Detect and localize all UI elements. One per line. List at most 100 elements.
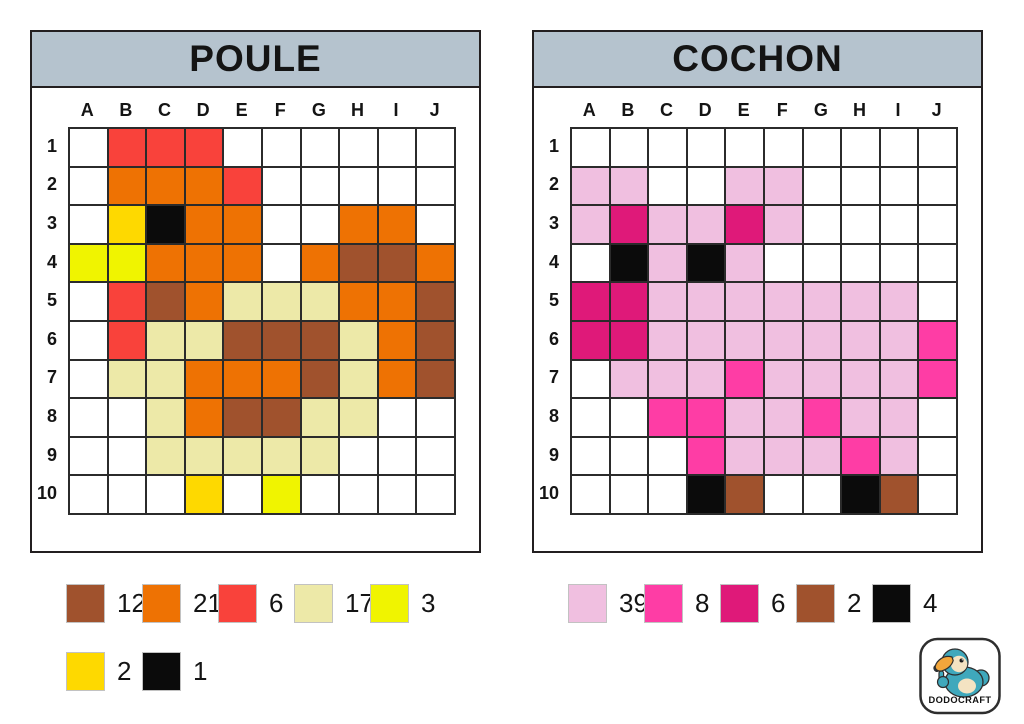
cell-D2	[686, 166, 726, 206]
legend-item-bright_pink: 8	[644, 584, 720, 623]
cell-E6	[223, 320, 262, 360]
cell-B9	[609, 436, 649, 476]
row-label-6: 6	[46, 328, 57, 349]
cell-C6	[146, 320, 185, 360]
col-label-G: G	[311, 100, 326, 120]
cell-G5	[300, 282, 340, 321]
cell-H4	[339, 243, 378, 283]
cell-D9	[686, 436, 726, 476]
cell-G3	[300, 205, 340, 244]
cell-D1	[686, 128, 726, 167]
legend-swatch-gold	[66, 652, 105, 691]
legend-item-black: 4	[872, 584, 948, 623]
cell-C7	[648, 359, 687, 399]
cell-D10	[184, 475, 224, 514]
col-label-F: F	[274, 100, 286, 120]
cell-E2	[223, 166, 262, 206]
row-label-9: 9	[46, 444, 57, 465]
dodocraft-logo: DODOCRAFT	[918, 637, 1002, 717]
cell-I2	[377, 166, 417, 206]
col-label-E: E	[235, 100, 248, 120]
legend-swatch-neon_yellow	[370, 584, 409, 623]
legend-count: 17	[345, 588, 374, 618]
cell-C7	[146, 359, 185, 399]
cell-D7	[686, 359, 726, 399]
cell-D5	[686, 282, 726, 321]
cell-F1	[261, 128, 301, 167]
cell-H5	[841, 282, 880, 321]
cell-G4	[300, 243, 340, 283]
cell-G6	[802, 320, 842, 360]
poule-grid-area: A B C D E F G H I J 1 2 3 4 5 6 7 8 9 10	[32, 88, 479, 549]
cell-G7	[300, 359, 340, 399]
col-label-C: C	[157, 100, 171, 120]
cell-F7	[763, 359, 803, 399]
cell-E10	[223, 475, 262, 514]
cell-B5	[107, 282, 147, 321]
cell-J6	[416, 320, 455, 360]
cell-I9	[879, 436, 919, 476]
legend-item-red: 6	[218, 584, 294, 623]
row-label-4: 4	[46, 251, 57, 272]
cell-G8	[802, 398, 842, 437]
col-label-D: D	[196, 100, 210, 120]
col-label-B: B	[621, 100, 635, 120]
legend-count: 6	[771, 588, 786, 618]
cell-B6	[107, 320, 147, 360]
cell-A1	[571, 128, 610, 167]
cell-G9	[300, 436, 340, 476]
cell-H5	[339, 282, 378, 321]
cell-C8	[146, 398, 185, 437]
legend-count: 21	[193, 588, 222, 618]
cell-I6	[879, 320, 919, 360]
cell-A4	[69, 243, 108, 283]
cell-C8	[648, 398, 687, 437]
row-label-6: 6	[548, 328, 559, 349]
cell-G1	[802, 128, 842, 167]
cell-C5	[648, 282, 687, 321]
cell-A3	[69, 205, 108, 244]
cell-J5	[416, 282, 455, 321]
cochon-grid-area: A B C D E F G H I J 1 2 3 4 5 6 7 8 9 10	[534, 88, 981, 549]
cell-B10	[107, 475, 147, 514]
cell-C10	[648, 475, 687, 514]
legend-count: 8	[695, 588, 710, 618]
cochon-row-labels: 1 2 3 4 5 6 7 8 9 10	[534, 127, 566, 513]
cell-C3	[146, 205, 185, 244]
cell-F9	[261, 436, 301, 476]
cell-F1	[763, 128, 803, 167]
poule-panel: POULE A B C D E F G H I J 1 2 3 4 5 6 7 8 9 10	[30, 30, 481, 553]
cell-D7	[184, 359, 224, 399]
cell-C5	[146, 282, 185, 321]
col-label-B: B	[119, 100, 133, 120]
cell-F7	[261, 359, 301, 399]
cell-I1	[377, 128, 417, 167]
cell-H3	[339, 205, 378, 244]
cell-H8	[339, 398, 378, 437]
row-label-3: 3	[548, 212, 559, 233]
cell-D8	[184, 398, 224, 437]
cell-J8	[416, 398, 455, 437]
legend-count: 6	[269, 588, 284, 618]
cell-C1	[648, 128, 687, 167]
cell-E2	[725, 166, 764, 206]
cell-A3	[571, 205, 610, 244]
legend-count: 3	[421, 588, 436, 618]
cell-F3	[763, 205, 803, 244]
cell-F5	[763, 282, 803, 321]
cell-D9	[184, 436, 224, 476]
cell-D4	[184, 243, 224, 283]
cell-E9	[725, 436, 764, 476]
dodo-icon: DODOCRAFT	[919, 637, 1001, 715]
cell-E4	[223, 243, 262, 283]
row-label-2: 2	[548, 174, 559, 195]
cell-F6	[763, 320, 803, 360]
poule-title: POULE	[189, 38, 322, 79]
cell-D8	[686, 398, 726, 437]
legend-swatch-black	[872, 584, 911, 623]
legend-item-brown: 12	[66, 584, 146, 623]
cell-A6	[69, 320, 108, 360]
cell-I3	[879, 205, 919, 244]
legend-swatch-black	[142, 652, 181, 691]
cell-A5	[69, 282, 108, 321]
